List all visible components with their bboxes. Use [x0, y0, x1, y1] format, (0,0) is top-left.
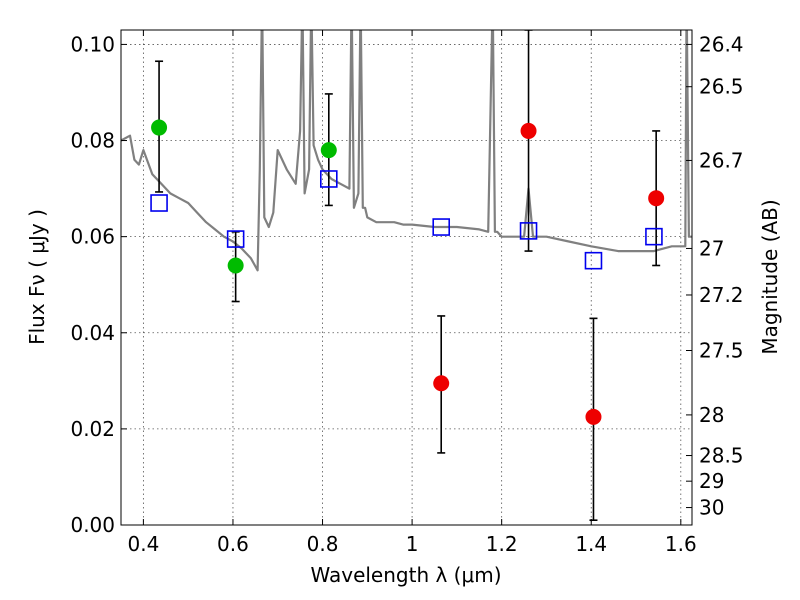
flux-point-marker	[648, 190, 665, 207]
y2-tick-label: 27.5	[699, 339, 744, 363]
x-tick-label: 1	[406, 532, 419, 556]
y2-tick-label: 28	[699, 403, 724, 427]
model-square-marker	[319, 170, 338, 188]
y-axis-label: Flux Fν ( μJy )	[25, 209, 49, 345]
x-tick-label: 0.8	[307, 532, 339, 556]
flux-point-marker	[227, 257, 244, 274]
spectrum-line	[121, 30, 692, 272]
y-tick-label: 0.06	[70, 225, 115, 249]
y2-tick-label: 26.4	[699, 32, 744, 56]
x-tick-label: 0.6	[217, 532, 249, 556]
x-tick-label: 1.4	[575, 532, 607, 556]
axis-ticks: 0.4 0.6 0.8 1 1.2 1.4 1.6 0.00 0.02 0.04 0.06 0.08 0…	[70, 30, 744, 556]
model-spectrum	[121, 30, 692, 272]
y2-tick-label: 29	[699, 469, 724, 493]
y2-axis-label: Magnitude (AB)	[758, 199, 782, 354]
y-tick-label: 0.10	[70, 32, 115, 56]
flux-point-marker	[320, 142, 337, 159]
x-tick-label: 0.4	[127, 532, 159, 556]
grid-lines	[121, 30, 692, 526]
flux-point-marker	[433, 375, 450, 392]
y2-tick-label: 26.7	[699, 148, 744, 172]
model-square-marker	[519, 222, 538, 240]
y2-tick-label: 27	[699, 236, 724, 260]
model-square-marker	[150, 194, 168, 212]
y-tick-label: 0.00	[70, 513, 115, 537]
model-square-marker	[645, 227, 663, 246]
plot-background	[121, 30, 692, 525]
y-tick-label: 0.08	[70, 129, 115, 153]
y-tick-label: 0.04	[70, 321, 115, 345]
model-square-marker	[584, 251, 603, 270]
flux-point-marker	[585, 408, 602, 425]
x-axis-label: Wavelength λ (μm)	[310, 563, 501, 587]
y2-tick-label: 28.5	[699, 444, 744, 468]
y-tick-label: 0.02	[70, 417, 115, 441]
y2-tick-label: 27.2	[699, 283, 744, 307]
data-points	[150, 30, 665, 521]
flux-point-marker	[151, 119, 168, 136]
x-tick-label: 1.2	[486, 532, 518, 556]
y2-tick-label: 26.5	[699, 75, 744, 99]
y2-tick-label: 30	[699, 496, 724, 520]
x-tick-label: 1.6	[665, 532, 697, 556]
model-square-marker	[226, 230, 245, 248]
model-square-marker	[432, 218, 451, 236]
plot-frame	[120, 29, 693, 526]
flux-point-marker	[520, 122, 537, 139]
